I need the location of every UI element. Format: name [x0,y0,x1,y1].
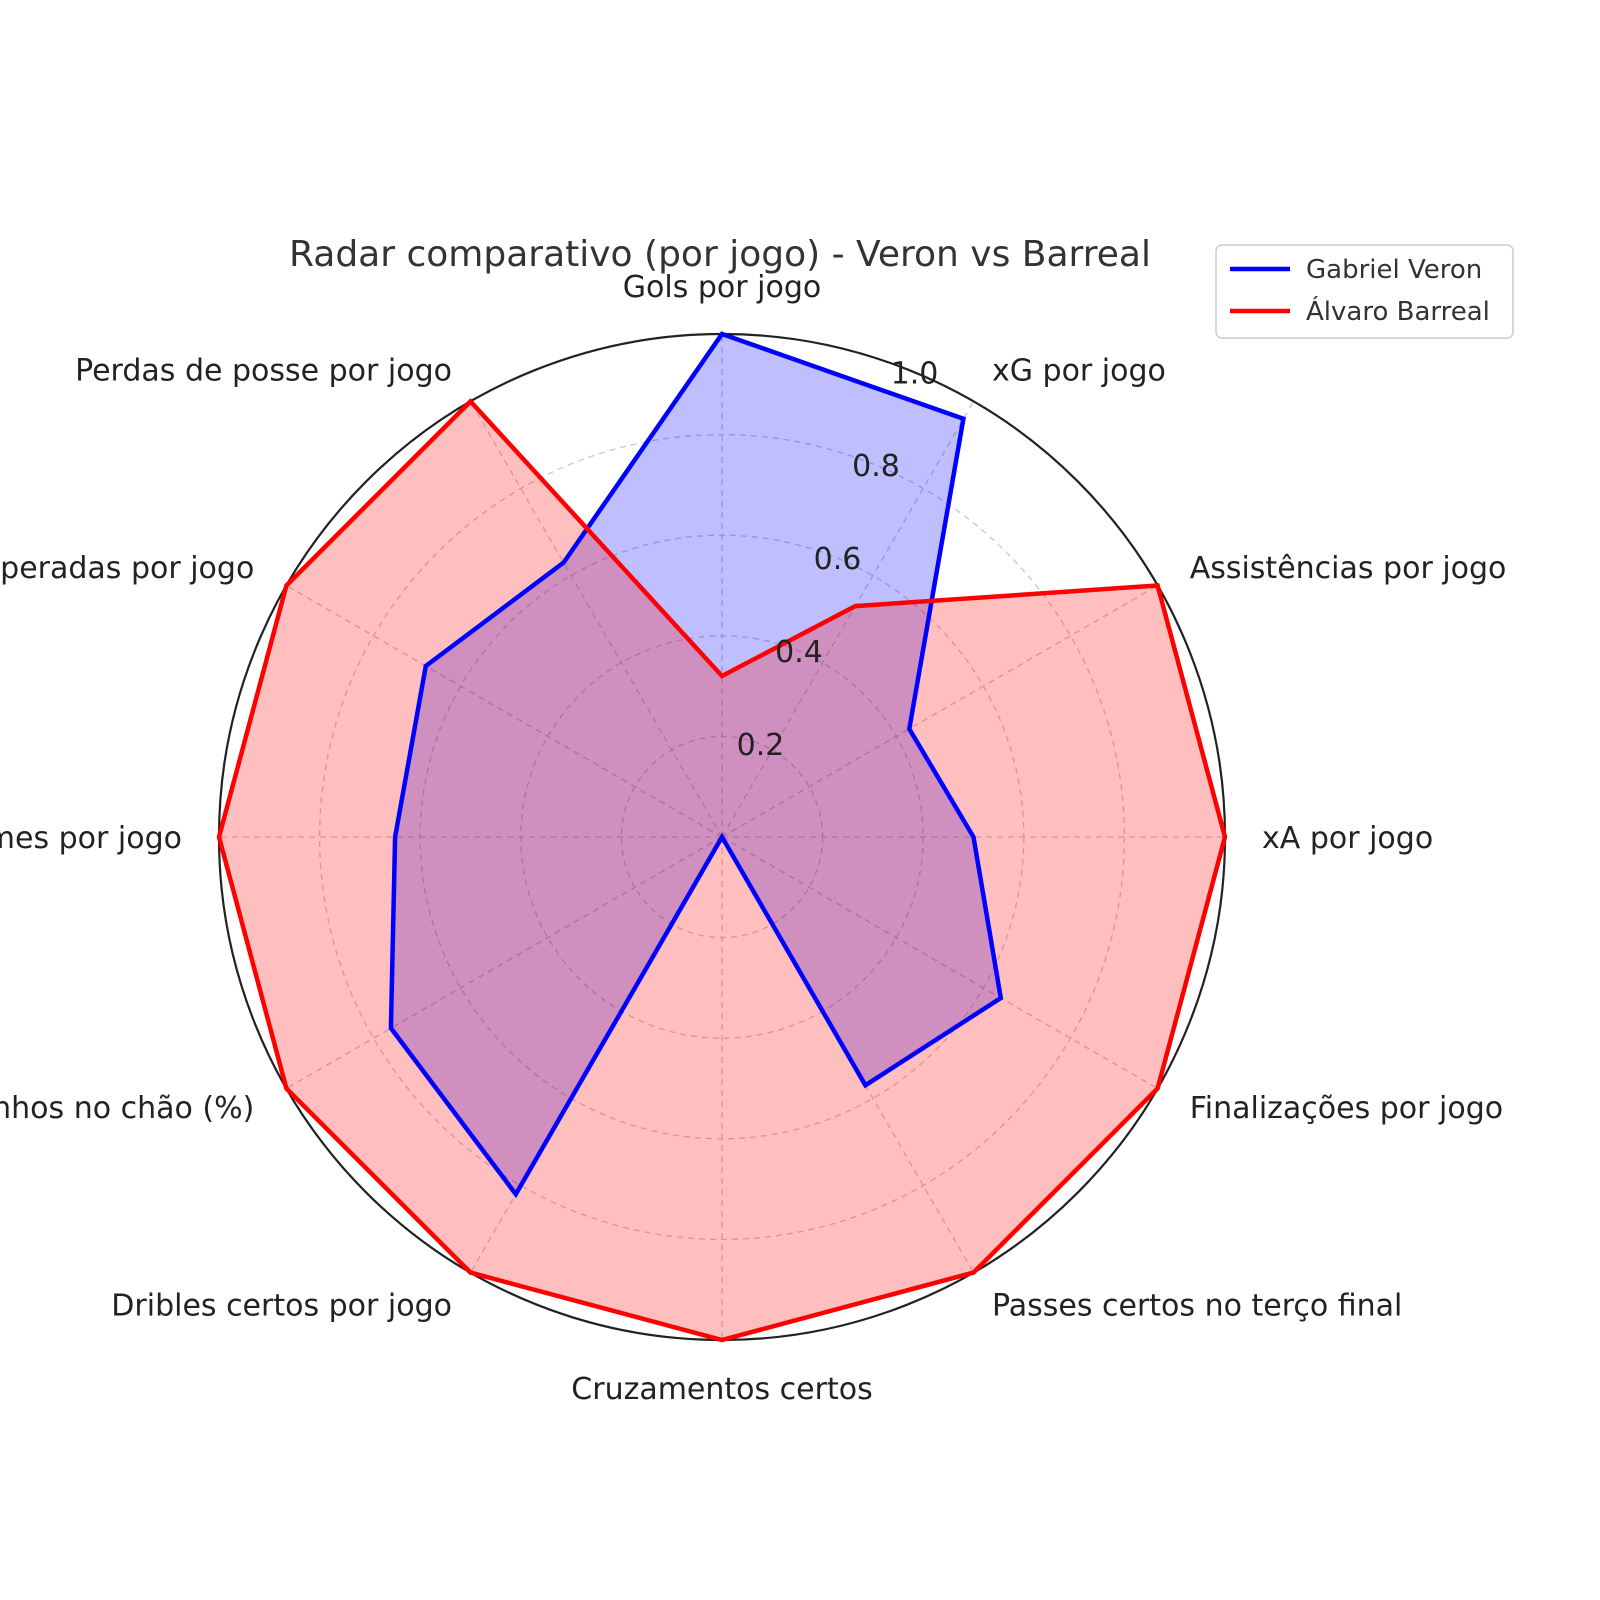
radial-tick-label-4: 1.0 [891,356,939,391]
legend-box [1215,244,1514,339]
grid-spoke-7 [469,836,723,1273]
category-labels: Gols por jogo xG por jogo Assistências por… [0,270,1506,1407]
grid-ring-3 [318,433,1126,1241]
category-label-2: Assistências por jogo [1190,551,1507,586]
series-layer [216,331,1228,1343]
radial-tick-label-1: 0.4 [775,635,823,670]
grid-spoke-1 [721,401,975,838]
series-line-0 [388,331,1004,1199]
radial-tick-label-0: 0.2 [737,728,785,763]
category-label-7: Dribles certos por jogo [111,1289,452,1324]
category-label-8: Duelos ganhos no chão (%) [0,1091,254,1126]
series-fill-1 [219,401,1225,1340]
series-line-1 [216,398,1228,1343]
grid-spoke-5 [721,836,975,1273]
radial-tick-labels: 0.2 0.4 0.6 0.8 1.0 [737,356,939,763]
radial-tick-label-2: 0.6 [814,542,862,577]
category-label-9: Desarmes por jogo [0,821,182,856]
grid-spoke-2 [721,584,1158,838]
chart-title: Radar comparativo (por jogo) - Veron vs … [289,234,1151,275]
series-fill-0 [390,334,1001,1195]
category-label-0: Gols por jogo [623,270,821,305]
grid-spoke-10 [286,584,723,838]
category-label-11: Perdas de posse por jogo [75,353,452,388]
grid-spoke-11 [469,401,723,838]
legend-label-veron: Gabriel Veron [1306,255,1482,285]
category-label-5: Passes certos no terço final [992,1289,1402,1324]
radial-tick-label-3: 0.8 [852,449,900,484]
grid-spoke-4 [721,836,1158,1090]
legend-label-barreal: Álvaro Barreal [1306,295,1490,327]
category-label-6: Cruzamentos certos [571,1372,872,1407]
grid-spoke-8 [286,836,723,1090]
legend: Gabriel Veron Álvaro Barreal [1215,244,1514,339]
category-label-3: xA por jogo [1262,821,1433,856]
category-label-4: Finalizações por jogo [1190,1091,1503,1126]
category-label-1: xG por jogo [992,353,1166,388]
category-label-10: Bolas recuperadas por jogo [0,551,254,586]
